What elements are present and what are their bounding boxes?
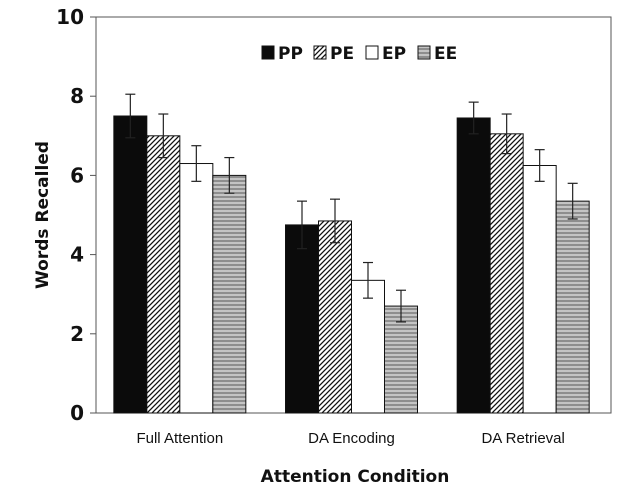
x-axis-title: Attention Condition bbox=[261, 467, 450, 487]
x-category-label: DA Encoding bbox=[308, 430, 395, 447]
bar-ep bbox=[522, 165, 557, 414]
y-tick-label: 6 bbox=[70, 163, 84, 187]
bar-ee bbox=[384, 305, 418, 414]
bars-group bbox=[113, 93, 590, 414]
legend-swatch-pp bbox=[261, 45, 275, 60]
y-tick-label: 2 bbox=[70, 322, 84, 346]
bar-ee bbox=[212, 174, 247, 414]
bar-pp bbox=[456, 117, 491, 414]
bar-pe bbox=[146, 135, 181, 414]
bar-ep bbox=[179, 163, 214, 414]
bar-pe bbox=[318, 220, 352, 414]
x-category-label: Full Attention bbox=[136, 430, 223, 447]
bar-pe bbox=[489, 133, 524, 414]
bar-ee bbox=[555, 200, 590, 414]
bar-ep bbox=[351, 279, 385, 414]
legend-label-ep: EP bbox=[382, 44, 406, 64]
y-tick-label: 0 bbox=[70, 401, 84, 425]
y-tick-label: 10 bbox=[56, 5, 84, 29]
y-axis-title: Words Recalled bbox=[33, 141, 53, 289]
legend-label-pe: PE bbox=[330, 44, 354, 64]
y-tick-label: 8 bbox=[70, 84, 84, 108]
y-axis: 0 2 4 6 8 10 bbox=[56, 5, 96, 425]
legend-label-ee: EE bbox=[434, 44, 457, 64]
bar-pp bbox=[113, 115, 148, 414]
y-tick-label: 4 bbox=[70, 243, 84, 267]
x-axis-categories: Full Attention DA Encoding DA Retrieval bbox=[136, 430, 564, 447]
x-category-label: DA Retrieval bbox=[481, 430, 564, 447]
legend-swatch-pe bbox=[313, 45, 327, 60]
legend-label-pp: PP bbox=[278, 44, 303, 64]
legend-swatch-ep bbox=[365, 45, 379, 60]
bar-pp bbox=[285, 224, 319, 414]
legend-swatch-ee bbox=[417, 45, 431, 60]
legend: PP PE EP EE bbox=[261, 44, 457, 64]
